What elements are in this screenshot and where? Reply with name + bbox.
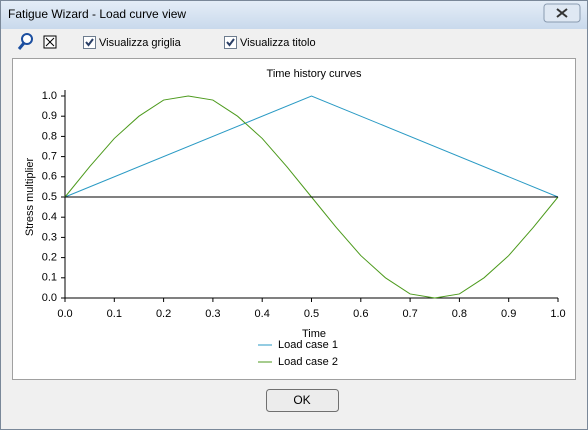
zoom-icon[interactable] bbox=[17, 33, 33, 50]
y-tick-label: 0.7 bbox=[42, 151, 57, 163]
y-tick-label: 0.4 bbox=[42, 211, 57, 223]
y-tick-label: 0.6 bbox=[42, 171, 57, 183]
window-title: Fatigue Wizard - Load curve view bbox=[8, 7, 186, 21]
ok-label: OK bbox=[293, 393, 310, 407]
series-line bbox=[64, 95, 559, 198]
x-tick-label: 0.6 bbox=[353, 308, 368, 320]
title-bar bbox=[1, 1, 587, 29]
check-mark bbox=[85, 38, 94, 47]
x-tick-label: 0.4 bbox=[255, 308, 270, 320]
x-tick-label: 0.8 bbox=[452, 308, 467, 320]
y-tick-label: 0.8 bbox=[42, 130, 57, 142]
chart-title: Time history curves bbox=[267, 68, 362, 80]
fit-icon[interactable] bbox=[43, 35, 57, 49]
y-tick-label: 0.0 bbox=[42, 292, 57, 304]
y-tick-label: 0.3 bbox=[42, 231, 57, 243]
checkbox-label[interactable]: Visualizza titolo bbox=[240, 37, 316, 49]
y-tick-label: 0.9 bbox=[42, 110, 57, 122]
check-mark bbox=[226, 38, 235, 47]
y-tick-label: 0.1 bbox=[42, 272, 57, 284]
x-tick-label: 0.3 bbox=[205, 308, 220, 320]
x-tick-label: 0.0 bbox=[57, 308, 72, 320]
ok-button[interactable]: OK bbox=[266, 389, 339, 412]
x-tick-label: 0.1 bbox=[107, 308, 122, 320]
y-tick-label: 0.2 bbox=[42, 252, 57, 264]
y-axis-label: Stress multiplier bbox=[24, 158, 36, 237]
legend-label: Load case 2 bbox=[278, 356, 338, 368]
y-tick-label: 1.0 bbox=[42, 90, 57, 102]
close-button[interactable] bbox=[543, 3, 581, 23]
legend-label: Load case 1 bbox=[278, 339, 338, 351]
x-tick-label: 0.2 bbox=[156, 308, 171, 320]
x-tick-label: 0.7 bbox=[402, 308, 417, 320]
x-tick-label: 1.0 bbox=[550, 308, 565, 320]
x-axis-label: Time bbox=[302, 328, 326, 340]
chart-panel bbox=[12, 58, 576, 380]
x-tick-label: 0.9 bbox=[501, 308, 516, 320]
y-tick-label: 0.5 bbox=[42, 191, 57, 203]
x-tick-label: 0.5 bbox=[304, 308, 319, 320]
checkbox-label[interactable]: Visualizza griglia bbox=[99, 37, 182, 49]
